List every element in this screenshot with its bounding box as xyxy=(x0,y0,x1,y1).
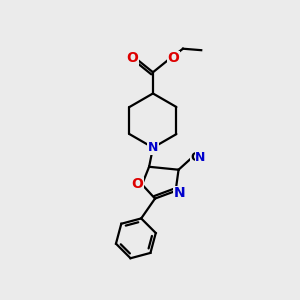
Text: C: C xyxy=(190,151,199,164)
Text: N: N xyxy=(173,186,185,200)
Text: N: N xyxy=(148,141,158,154)
Text: O: O xyxy=(126,51,138,65)
Text: O: O xyxy=(132,177,144,191)
Text: N: N xyxy=(195,151,206,164)
Text: O: O xyxy=(168,51,179,65)
